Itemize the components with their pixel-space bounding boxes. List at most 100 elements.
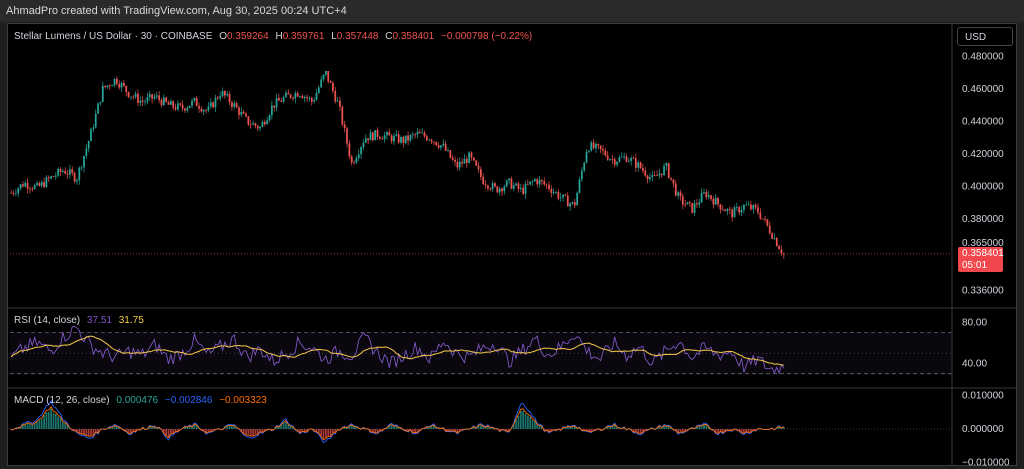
macd-histogram-bar bbox=[242, 429, 245, 434]
price-candle bbox=[240, 111, 243, 115]
price-candle bbox=[224, 90, 226, 96]
price-candle bbox=[754, 205, 757, 208]
macd-histogram-bar bbox=[456, 429, 459, 433]
price-candle bbox=[355, 158, 358, 163]
macd-histogram-bar bbox=[111, 427, 114, 429]
price-candle bbox=[747, 204, 750, 206]
macd-histogram-bar bbox=[29, 424, 31, 429]
price-candle bbox=[282, 97, 285, 102]
price-candle bbox=[184, 108, 186, 111]
price-candle bbox=[263, 121, 266, 125]
price-candle bbox=[47, 177, 50, 179]
price-candle bbox=[714, 197, 717, 205]
macd-histogram-bar bbox=[703, 424, 705, 429]
price-candle bbox=[343, 124, 346, 129]
price-candle bbox=[162, 97, 165, 106]
price-candle bbox=[559, 197, 562, 199]
price-candle bbox=[299, 96, 301, 97]
price-candle bbox=[19, 184, 22, 189]
price-candle bbox=[778, 246, 781, 250]
price-candle bbox=[423, 132, 426, 137]
price-candle bbox=[397, 134, 400, 143]
price-candle bbox=[245, 113, 247, 117]
macd-histogram-bar bbox=[165, 429, 168, 436]
price-candle bbox=[425, 136, 428, 141]
macd-histogram-bar bbox=[275, 426, 278, 429]
macd-histogram-bar bbox=[278, 427, 280, 429]
price-candle bbox=[681, 196, 684, 205]
macd-histogram-bar bbox=[153, 426, 156, 429]
price-candle bbox=[651, 174, 654, 178]
price-candle bbox=[461, 161, 463, 164]
macd-histogram-bar bbox=[94, 429, 97, 432]
price-candle bbox=[207, 106, 210, 111]
macd-histogram-bar bbox=[444, 429, 447, 431]
macd-histogram-bar bbox=[280, 424, 283, 429]
rsi-ma-value: 31.75 bbox=[118, 315, 144, 326]
open-label: O bbox=[219, 31, 227, 42]
price-tick-label: 0.460000 bbox=[962, 84, 1004, 95]
macd-histogram-bar bbox=[517, 415, 520, 429]
macd-histogram-bar bbox=[209, 429, 212, 432]
price-candle bbox=[639, 162, 642, 168]
price-candle bbox=[280, 100, 283, 102]
price-candle bbox=[120, 82, 123, 88]
price-candle bbox=[771, 233, 773, 239]
macd-histogram-bar bbox=[195, 425, 198, 429]
price-candle bbox=[80, 167, 83, 169]
price-candle bbox=[444, 143, 447, 151]
price-candle bbox=[505, 180, 508, 187]
price-candle bbox=[416, 131, 419, 135]
macd-histogram-bar bbox=[428, 427, 431, 429]
price-candle bbox=[36, 183, 38, 186]
price-candle bbox=[57, 168, 60, 176]
price-candle bbox=[693, 203, 696, 213]
macd-histogram-bar bbox=[24, 424, 27, 429]
price-candle bbox=[181, 104, 184, 109]
macd-histogram-bar bbox=[660, 427, 663, 429]
macd-histogram-bar bbox=[674, 429, 677, 431]
price-candle bbox=[620, 156, 623, 158]
macd-histogram-bar bbox=[719, 429, 722, 431]
currency-button[interactable]: USD bbox=[957, 27, 1013, 46]
macd-histogram-bar bbox=[590, 429, 593, 432]
price-candle bbox=[85, 148, 88, 156]
macd-histogram-bar bbox=[717, 429, 719, 434]
macd-histogram-bar bbox=[437, 428, 440, 429]
macd-histogram bbox=[10, 408, 785, 439]
price-tick-label: 0.336000 bbox=[962, 285, 1004, 296]
macd-histogram-bar bbox=[92, 429, 95, 436]
macd-histogram-bar bbox=[505, 429, 508, 431]
price-candle bbox=[644, 170, 647, 176]
price-candle bbox=[87, 141, 90, 149]
price-candle bbox=[571, 202, 574, 204]
price-candle bbox=[522, 187, 525, 194]
macd-histogram-bar bbox=[256, 429, 259, 434]
macd-histogram-bar bbox=[186, 427, 189, 429]
macd-histogram-bar bbox=[343, 427, 346, 429]
macd-histogram-bar bbox=[205, 429, 207, 433]
price-candle bbox=[656, 174, 658, 176]
macd-histogram-bar bbox=[778, 426, 781, 429]
price-candle bbox=[578, 179, 581, 193]
price-candle bbox=[249, 124, 252, 126]
macd-histogram-bar bbox=[97, 429, 99, 433]
price-candle bbox=[10, 192, 13, 194]
macd-histogram-bar bbox=[45, 412, 48, 429]
price-candle bbox=[689, 202, 691, 204]
price-candle bbox=[775, 237, 778, 247]
price-candle bbox=[475, 160, 478, 166]
price-candle bbox=[294, 93, 297, 99]
macd-histogram-bar bbox=[313, 429, 316, 431]
price-candle bbox=[287, 92, 290, 95]
price-candle bbox=[160, 99, 163, 106]
price-candle bbox=[191, 100, 193, 106]
macd-histogram-bar bbox=[414, 429, 416, 433]
price-candle bbox=[357, 154, 360, 159]
price-candle bbox=[534, 179, 536, 182]
macd-histogram-bar bbox=[684, 429, 687, 431]
low-value: 0.357448 bbox=[336, 31, 379, 42]
price-candle bbox=[50, 176, 52, 179]
macd-histogram-bar bbox=[580, 429, 583, 431]
